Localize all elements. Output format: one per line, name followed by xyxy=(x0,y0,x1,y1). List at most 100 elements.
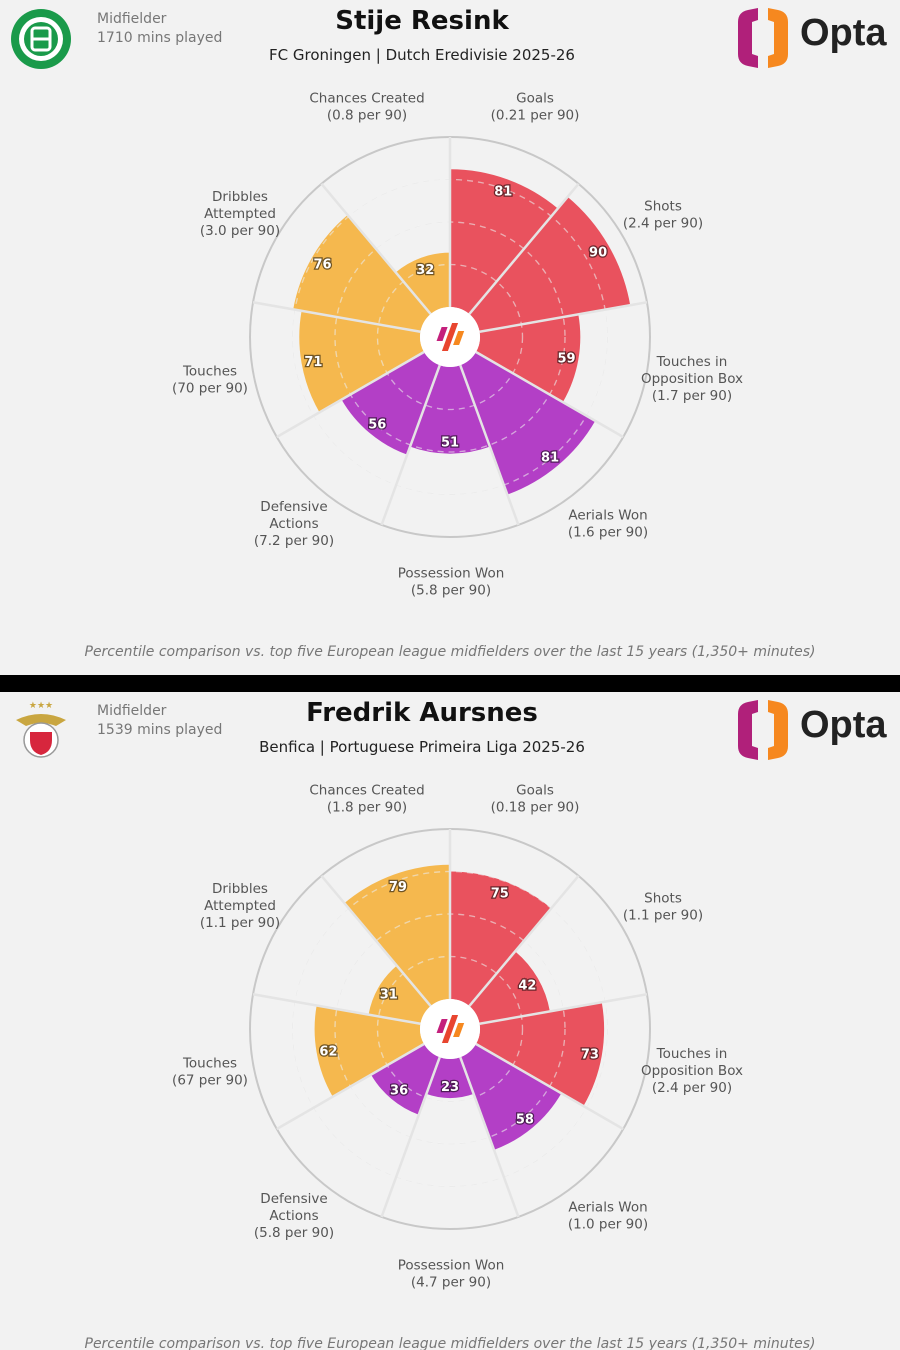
value-label: 58 xyxy=(516,1112,534,1127)
pizza-slice xyxy=(469,196,631,332)
category-label: Possession Won (5.8 per 90) xyxy=(398,566,505,599)
category-label: Touches in Opposition Box (2.4 per 90) xyxy=(641,1046,743,1096)
value-label: 62 xyxy=(319,1044,337,1059)
category-label: Chances Created (1.8 per 90) xyxy=(309,783,424,816)
category-label: Shots (2.4 per 90) xyxy=(623,199,703,232)
per90-value: (0.8 per 90) xyxy=(327,108,407,124)
player-name: Fredrik Aursnes xyxy=(306,698,538,728)
spoke xyxy=(468,874,580,1007)
category-label: Touches (67 per 90) xyxy=(172,1056,248,1089)
opta-spark-icon xyxy=(436,323,465,351)
minutes-played: 1539 mins played xyxy=(97,722,223,738)
per90-value: (7.2 per 90) xyxy=(254,533,334,549)
opta-wordmark: Opta xyxy=(800,704,887,746)
pizza-chart: 81 Goals (0.21 per 90) 90 Shots (2.4 per 90) 5… xyxy=(172,91,743,599)
player-meta: Midfielder 1710 mins played xyxy=(97,10,222,48)
value-label: 90 xyxy=(589,246,607,261)
category-label: Shots (1.1 per 90) xyxy=(623,891,703,924)
spoke xyxy=(380,364,441,526)
category-label: Touches in Opposition Box (1.7 per 90) xyxy=(641,354,743,404)
value-label: 71 xyxy=(304,355,322,370)
per90-value: (1.6 per 90) xyxy=(568,525,648,541)
pizza-slice xyxy=(475,314,581,403)
player-panel: Midfielder 1710 mins played Stije Resink… xyxy=(0,0,900,675)
player-subtitle: FC Groningen | Dutch Eredivisie 2025-26 xyxy=(269,46,575,64)
pizza-slice xyxy=(450,871,552,1007)
pizza-slice xyxy=(395,252,450,315)
per90-value: (2.4 per 90) xyxy=(623,216,703,232)
pizza-slice xyxy=(475,1002,605,1107)
per90-value: (67 per 90) xyxy=(172,1073,248,1089)
spoke xyxy=(252,993,421,1026)
category-label: Aerials Won (1.0 per 90) xyxy=(568,1200,648,1233)
category-label: Defensive Actions (7.2 per 90) xyxy=(254,499,334,549)
spoke xyxy=(252,301,421,334)
benfica-crest-icon: ★★★ xyxy=(16,701,66,758)
spoke xyxy=(320,182,432,315)
opta-logo: Opta xyxy=(734,698,894,762)
spoke xyxy=(459,1056,520,1218)
pizza-slice xyxy=(460,352,596,495)
value-label: 42 xyxy=(518,978,536,993)
per90-value: (1.8 per 90) xyxy=(327,800,407,816)
opta-mark-icon xyxy=(738,700,788,760)
fc-groningen-crest-icon xyxy=(11,9,71,69)
player-panel: ★★★ Midfielder 1539 mins played Fredrik … xyxy=(0,692,900,1350)
minutes-played: 1710 mins played xyxy=(97,30,223,46)
chart-caption: Percentile comparison vs. top five Europ… xyxy=(84,1336,816,1350)
opta-mark-icon xyxy=(738,8,788,68)
category-label: Dribbles Attempted (3.0 per 90) xyxy=(200,189,280,239)
spoke xyxy=(320,874,432,1007)
per90-value: (70 per 90) xyxy=(172,381,248,397)
category-label: Chances Created (0.8 per 90) xyxy=(309,91,424,124)
value-label: 75 xyxy=(491,886,509,901)
opta-wordmark: Opta xyxy=(800,12,887,54)
per90-value: (1.0 per 90) xyxy=(568,1217,648,1233)
player-name: Stije Resink xyxy=(335,6,509,36)
per90-value: (3.0 per 90) xyxy=(200,223,280,239)
opta-spark-icon xyxy=(436,1015,465,1043)
spoke xyxy=(468,182,580,315)
category-label: Possession Won (4.7 per 90) xyxy=(398,1258,505,1291)
opta-logo: Opta xyxy=(734,6,894,70)
value-label: 36 xyxy=(390,1084,408,1099)
value-label: 81 xyxy=(541,450,559,465)
spoke xyxy=(479,993,648,1026)
player-subtitle: Benfica | Portuguese Primeira Liga 2025-… xyxy=(259,738,585,756)
pizza-slice xyxy=(371,1044,440,1115)
category-label: Dribbles Attempted (1.1 per 90) xyxy=(200,881,280,931)
category-label: Goals (0.18 per 90) xyxy=(491,783,580,816)
per90-value: (4.7 per 90) xyxy=(411,1275,491,1291)
value-label: 79 xyxy=(389,880,407,895)
value-label: 59 xyxy=(557,352,575,367)
value-label: 81 xyxy=(494,185,512,200)
pizza-chart: 75 Goals (0.18 per 90) 42 Shots (1.1 per 90) 7… xyxy=(172,783,743,1291)
player-meta: Midfielder 1539 mins played xyxy=(97,702,222,740)
category-label: Touches (70 per 90) xyxy=(172,364,248,397)
value-label: 56 xyxy=(368,418,386,433)
value-label: 76 xyxy=(313,257,331,272)
per90-value: (2.4 per 90) xyxy=(652,1080,732,1096)
pizza-slice xyxy=(426,1057,474,1099)
player-position: Midfielder xyxy=(97,11,167,27)
pizza-slice xyxy=(368,965,431,1024)
pizza-slice xyxy=(344,864,450,1007)
value-label: 31 xyxy=(380,988,398,1003)
value-label: 32 xyxy=(416,263,434,278)
category-label: Defensive Actions (5.8 per 90) xyxy=(254,1191,334,1241)
spoke xyxy=(459,364,520,526)
per90-value: (1.7 per 90) xyxy=(652,388,732,404)
pizza-slice xyxy=(314,1005,425,1097)
chart-caption: Percentile comparison vs. top five Europ… xyxy=(84,644,816,660)
spoke xyxy=(479,301,648,334)
value-label: 51 xyxy=(441,436,459,451)
player-position: Midfielder xyxy=(97,703,167,719)
spoke xyxy=(475,1042,624,1131)
spoke xyxy=(276,1042,425,1131)
spoke xyxy=(276,350,425,439)
per90-value: (5.8 per 90) xyxy=(254,1225,334,1241)
per90-value: (1.1 per 90) xyxy=(200,915,280,931)
per90-value: (0.21 per 90) xyxy=(491,108,580,124)
per90-value: (0.18 per 90) xyxy=(491,800,580,816)
value-label: 23 xyxy=(441,1080,459,1095)
